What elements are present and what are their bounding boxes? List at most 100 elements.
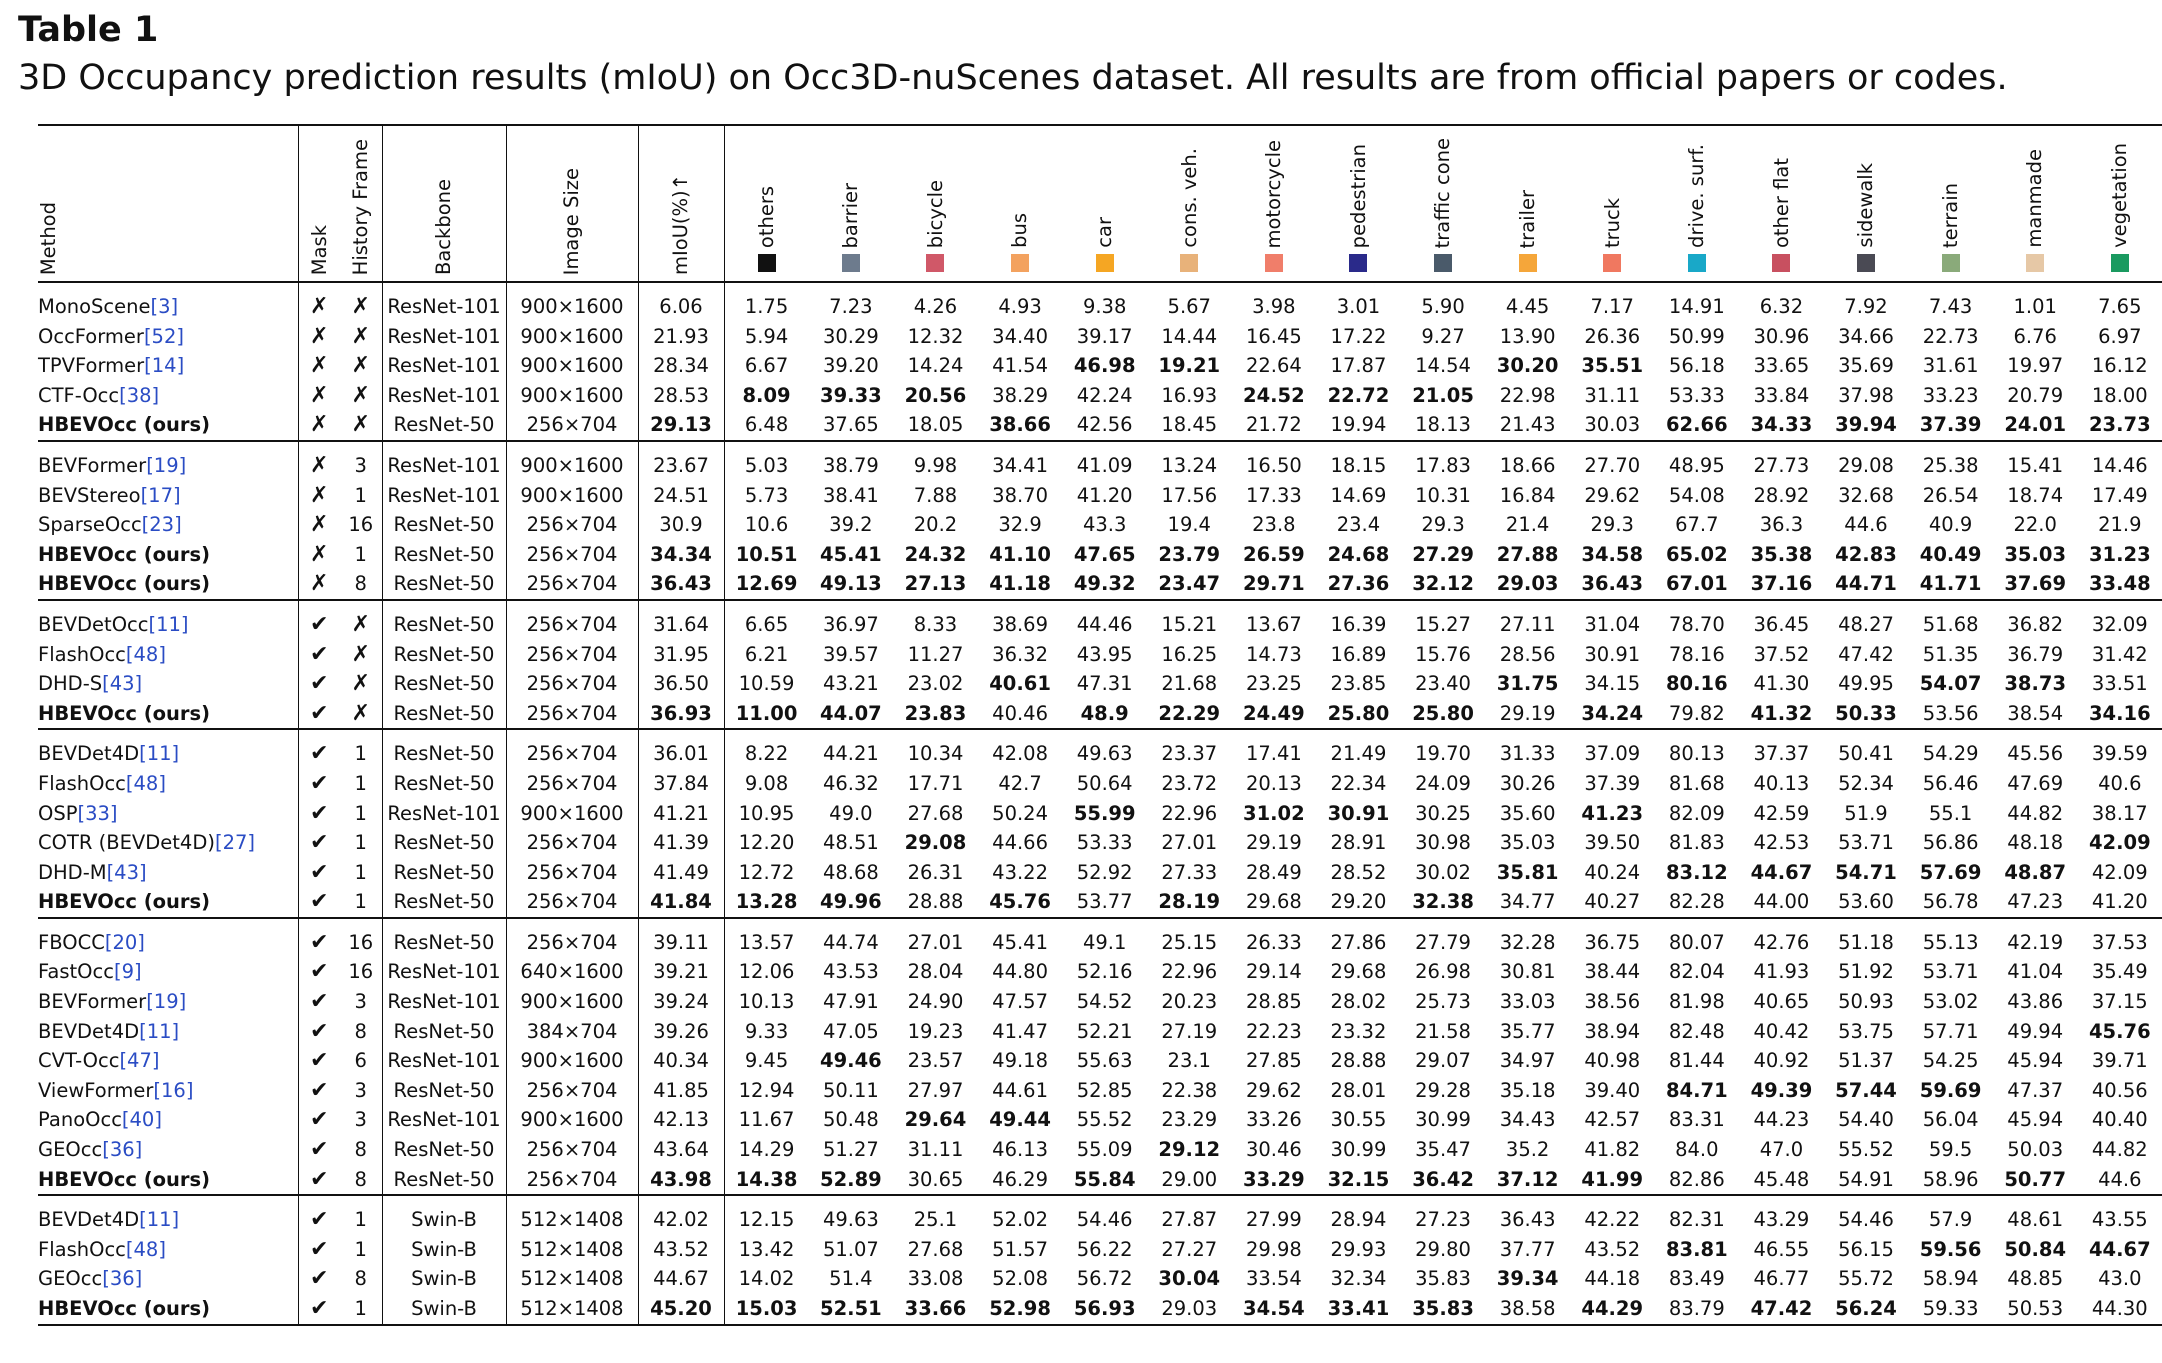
- separator-cell: [505, 282, 638, 292]
- class-value-cell: 24.52: [1243, 383, 1305, 407]
- image-size-cell: 256×704: [505, 927, 638, 958]
- citation-link[interactable]: [36]: [102, 1267, 143, 1291]
- mask-cell: ✔: [297, 987, 340, 1017]
- citation-link[interactable]: [17]: [140, 483, 181, 507]
- class-value-cell: 16.25: [1161, 642, 1218, 666]
- citation-link[interactable]: [43]: [106, 860, 147, 884]
- citation-link[interactable]: [3]: [150, 295, 179, 318]
- class-value-cell: 43.52: [1584, 1237, 1641, 1261]
- class-value-cell: 28.52: [1330, 860, 1387, 884]
- class-value-cell: 53.75: [1838, 1019, 1894, 1043]
- class-value-cell: 50.99: [1668, 324, 1725, 348]
- history-cell: 1: [354, 483, 367, 507]
- citation-link[interactable]: [16]: [153, 1078, 194, 1102]
- header-miou-label: mIoU(%)↑: [669, 173, 693, 275]
- citation-link[interactable]: [47]: [119, 1049, 160, 1073]
- mask-cell: ✔: [297, 739, 340, 769]
- image-size-cell: 512×1408: [505, 1234, 638, 1265]
- citation-link[interactable]: [19]: [146, 453, 187, 477]
- class-value-cell: 29.80: [1415, 1237, 1471, 1261]
- class-value-cell: 17.41: [1245, 742, 1302, 766]
- citation-link[interactable]: [11]: [139, 1019, 180, 1043]
- class-value-cell: 16.84: [1499, 483, 1556, 507]
- class-value-cell: 26.59: [1243, 542, 1305, 566]
- class-value-cell: 58.96: [1922, 1167, 1979, 1191]
- table-row: CTF-Occ[38] ✗ ✗ ResNet-101 900×1600 28.53 8.09…: [38, 380, 2162, 411]
- citation-link[interactable]: [52]: [143, 324, 184, 348]
- class-value-cell: 23.47: [1158, 572, 1221, 596]
- class-value-cell: 10.59: [723, 669, 809, 699]
- citation-link[interactable]: [27]: [214, 831, 255, 855]
- mask-cell: ✗: [297, 450, 340, 481]
- citation-link[interactable]: [20]: [104, 930, 145, 954]
- class-value-cell: 81.83: [1668, 831, 1725, 855]
- class-value-cell: 28.49: [1245, 860, 1302, 884]
- class-value-cell: 54.71: [1835, 860, 1897, 884]
- citation-link[interactable]: [11]: [148, 612, 189, 636]
- separator-cell: [1569, 1194, 1655, 1206]
- citation-link[interactable]: [11]: [139, 742, 180, 766]
- class-value-cell: 14.91: [1668, 295, 1725, 318]
- mask-cell: ✔: [297, 1164, 340, 1196]
- class-value-cell: 43.22: [992, 860, 1048, 884]
- class-value-cell: 37.39: [1584, 771, 1641, 795]
- method-cell: BEVStereo[17]: [38, 481, 298, 511]
- class-value-cell: 14.44: [1161, 324, 1218, 348]
- class-value-cell: 54.29: [1922, 742, 1979, 766]
- class-value-cell: 18.05: [907, 413, 964, 437]
- citation-link[interactable]: [43]: [102, 672, 143, 696]
- citation-link[interactable]: [36]: [102, 1138, 143, 1162]
- method-cell: CTF-Occ[38]: [38, 381, 298, 411]
- class-value-cell: 51.9: [1844, 801, 1888, 825]
- class-value-cell: 31.11: [1584, 383, 1641, 407]
- citation-link[interactable]: [48]: [125, 771, 166, 795]
- header-class-label: bus: [1008, 213, 1032, 248]
- citation-link[interactable]: [11]: [139, 1208, 180, 1232]
- class-value-cell: 24.68: [1327, 542, 1390, 566]
- table-row: TPVFormer[14] ✗ ✗ ResNet-101 900×1600 28.34 6.…: [38, 351, 2162, 381]
- class-value-cell: 10.13: [723, 987, 809, 1017]
- citation-link[interactable]: [48]: [125, 1237, 166, 1261]
- class-value-cell: 48.68: [822, 860, 879, 884]
- class-value-cell: 17.56: [1161, 483, 1218, 507]
- class-value-cell: 7.92: [1844, 295, 1888, 318]
- citation-link[interactable]: [33]: [77, 801, 118, 825]
- table-row: DHD-M[43] ✔ 1 ResNet-50 256×704 41.49 12.72 48.…: [38, 857, 2162, 888]
- table-row: DHD-S[43] ✔ ✗ ResNet-50 256×704 36.50 10.59 43.…: [38, 669, 2162, 699]
- citation-link[interactable]: [14]: [144, 354, 185, 378]
- citation-link[interactable]: [23]: [141, 513, 182, 537]
- header-history: History Frame: [340, 124, 382, 283]
- class-value-cell: 14.54: [1415, 354, 1471, 378]
- citation-link[interactable]: [38]: [119, 383, 160, 407]
- class-color-swatch: [1941, 254, 1960, 272]
- class-value-cell: 44.6: [1844, 513, 1888, 537]
- citation-link[interactable]: [9]: [113, 960, 142, 984]
- separator-cell: [723, 282, 809, 292]
- history-cell: 8: [354, 572, 367, 596]
- class-value-cell: 41.09: [1076, 453, 1133, 477]
- class-value-cell: 38.56: [1584, 990, 1641, 1014]
- separator-cell: [637, 916, 724, 928]
- class-value-cell: 22.98: [1499, 383, 1556, 407]
- class-value-cell: 19.21: [1158, 354, 1221, 378]
- separator-cell: [1231, 728, 1317, 740]
- separator-cell: [1823, 728, 1909, 740]
- separator-cell: [38, 916, 298, 928]
- class-value-cell: 21.43: [1499, 413, 1556, 437]
- separator-cell: [1992, 439, 2078, 451]
- citation-link[interactable]: [40]: [121, 1108, 162, 1132]
- method-cell: HBEVOcc (ours): [38, 1294, 298, 1326]
- separator-cell: [1231, 598, 1317, 610]
- class-value-cell: 38.29: [992, 383, 1048, 407]
- citation-link[interactable]: [19]: [146, 990, 187, 1014]
- class-value-cell: 22.38: [1161, 1078, 1218, 1102]
- header-class-label: bicycle: [923, 179, 947, 248]
- class-value-cell: 27.70: [1584, 453, 1641, 477]
- class-value-cell: 29.08: [1838, 453, 1894, 477]
- class-value-cell: 54.07: [1919, 672, 1982, 696]
- separator-cell: [1569, 728, 1655, 740]
- class-value-cell: 30.03: [1584, 413, 1641, 437]
- citation-link[interactable]: [48]: [125, 642, 166, 666]
- class-value-cell: 26.31: [907, 860, 964, 884]
- class-value-cell: 46.13: [992, 1138, 1048, 1162]
